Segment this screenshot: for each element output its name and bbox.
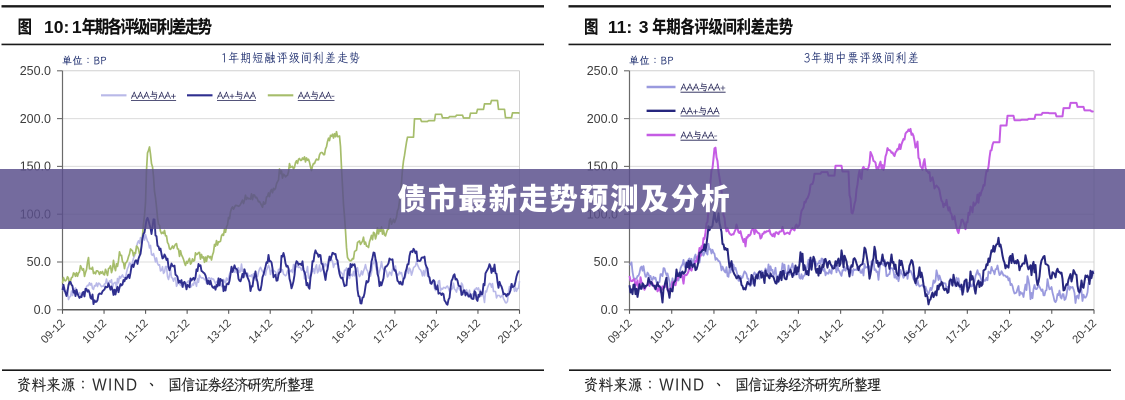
svg-text:50.0: 50.0 (27, 255, 51, 269)
svg-text:200.0: 200.0 (587, 112, 618, 126)
svg-text:3: 3 (639, 17, 649, 37)
svg-text:WIND: WIND (659, 375, 705, 395)
svg-text:WIND: WIND (92, 375, 138, 395)
svg-text:11:: 11: (608, 17, 632, 37)
svg-text:200.0: 200.0 (20, 112, 51, 126)
svg-text:50.0: 50.0 (594, 255, 618, 269)
svg-text:0.0: 0.0 (601, 303, 618, 317)
svg-text:1: 1 (72, 17, 82, 37)
svg-text:0.0: 0.0 (34, 303, 51, 317)
svg-text:250.0: 250.0 (20, 64, 51, 78)
svg-text:250.0: 250.0 (587, 64, 618, 78)
svg-text:10:: 10: (44, 17, 69, 37)
